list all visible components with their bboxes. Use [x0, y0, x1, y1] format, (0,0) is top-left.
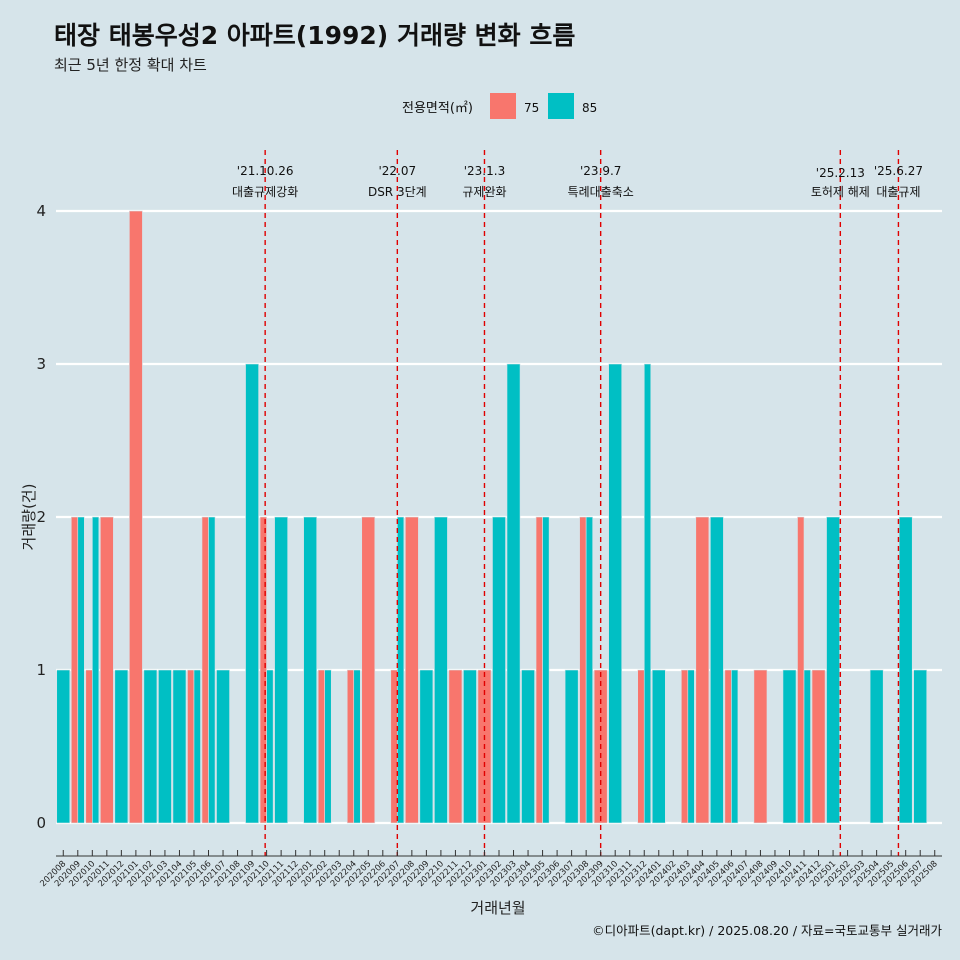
chart-title: 태장 태봉우성2 아파트(1992) 거래량 변화 흐름	[54, 21, 575, 50]
bar-75-202106	[201, 516, 209, 824]
bar-85-202504	[869, 669, 884, 824]
bar-85-202506	[898, 516, 913, 824]
legend-swatch-85	[548, 93, 574, 119]
x-axis: 2020082020092020102020112020122021012021…	[38, 850, 942, 889]
bar-85-202410	[782, 669, 797, 824]
bar-75-202207	[390, 669, 398, 824]
bar-85-202008	[56, 669, 71, 824]
y-tick-label: 4	[36, 202, 46, 220]
event-label: 규제완화	[462, 185, 506, 199]
bar-85-202201	[303, 516, 318, 824]
bar-85-202304	[521, 669, 535, 824]
event-markers: '21.10.26 대출규제강화 '22.07 DSR 3단계 '23.1.3 규제완화 '…	[232, 150, 923, 856]
bar-85-202501	[826, 516, 840, 824]
legend-label-85: 85	[582, 101, 597, 115]
event-date: '22.07	[378, 164, 416, 178]
bar-85-202406	[731, 669, 739, 824]
y-tick-label: 0	[36, 814, 46, 832]
y-tick-label: 1	[36, 661, 46, 679]
bar-75-202208	[405, 516, 419, 824]
bar-85-202109	[245, 363, 259, 824]
event-date: '21.10.26	[237, 164, 294, 178]
bar-75-202101	[129, 210, 143, 824]
bar-75-202312	[637, 669, 645, 824]
bar-85-202307	[564, 669, 579, 824]
event-date: '25.6.27	[874, 164, 923, 178]
bar-85-202403	[687, 669, 695, 824]
bar-75-202305	[535, 516, 543, 824]
bar-85-202111	[274, 516, 288, 824]
bar-75-202408	[753, 669, 768, 824]
bar-85-202302	[492, 516, 506, 824]
bar-75-202105	[187, 669, 195, 824]
bar-85-202010	[92, 516, 100, 824]
bar-85-202507	[913, 669, 928, 824]
caption: ©디아파트(dapt.kr) / 2025.08.20 / 자료=국토교통부 실…	[592, 923, 942, 938]
bar-75-202202	[317, 669, 326, 824]
bar-75-202412	[811, 669, 826, 824]
bar-85-202110	[266, 669, 274, 824]
event-date: '23.9.7	[580, 164, 621, 178]
bar-85-202103	[158, 669, 172, 824]
event-label: 대출규제	[876, 185, 920, 199]
event-label: 대출규제강화	[232, 185, 298, 199]
bar-85-202305	[542, 516, 550, 824]
bar-85-202312	[643, 363, 652, 824]
legend-title: 전용면적(㎡)	[402, 101, 473, 116]
bar-85-202107	[216, 669, 230, 824]
bar-75-202205	[361, 516, 376, 824]
legend-swatch-75	[490, 93, 516, 119]
y-tick-label: 2	[36, 508, 46, 526]
bar-85-202204	[353, 669, 361, 824]
bar-85-202105	[193, 669, 201, 824]
legend: 전용면적(㎡) 75 85	[402, 93, 597, 119]
bar-75-202403	[680, 669, 689, 824]
bar-85-202210	[434, 516, 448, 824]
bar-85-202209	[419, 669, 434, 824]
bar-75-202404	[695, 516, 710, 824]
bar-75-202406	[724, 669, 732, 824]
bar-85-202401	[651, 669, 666, 824]
bars	[56, 210, 928, 824]
event-label: 토허제 해제	[811, 185, 870, 199]
event-date: '23.1.3	[464, 164, 505, 178]
bar-85-202411	[803, 669, 811, 824]
event-date: '25.2.13	[816, 166, 865, 180]
bar-75-202211	[448, 669, 463, 824]
bar-75-202411	[797, 516, 805, 824]
bar-75-202011	[100, 516, 114, 824]
y-axis: 0 1 2 3 4	[36, 202, 46, 832]
y-axis-title: 거래량(건)	[20, 484, 38, 551]
legend-label-75: 75	[524, 101, 539, 115]
bar-85-202405	[710, 516, 724, 824]
bar-85-202106	[208, 516, 216, 824]
bar-75-202308	[579, 516, 587, 824]
bar-75-202110	[259, 516, 267, 824]
bar-75-202009	[70, 516, 79, 824]
bar-85-202012	[114, 669, 129, 824]
x-axis-title: 거래년월	[470, 899, 525, 917]
bar-75-202204	[346, 669, 355, 824]
chart-subtitle: 최근 5년 한정 확대 차트	[54, 56, 207, 74]
bar-85-202308	[585, 516, 593, 824]
bar-85-202310	[608, 363, 623, 824]
bar-85-202202	[324, 669, 332, 824]
bar-85-202102	[143, 669, 158, 824]
bar-85-202104	[172, 669, 187, 824]
bar-85-202009	[77, 516, 85, 824]
bar-85-202212	[463, 669, 477, 824]
event-label: 특례대출축소	[568, 185, 634, 199]
event-label: DSR 3단계	[368, 185, 427, 199]
bar-85-202303	[506, 363, 521, 824]
y-tick-label: 3	[36, 355, 46, 373]
bar-85-202207	[397, 516, 405, 824]
bar-75-202010	[85, 669, 93, 824]
